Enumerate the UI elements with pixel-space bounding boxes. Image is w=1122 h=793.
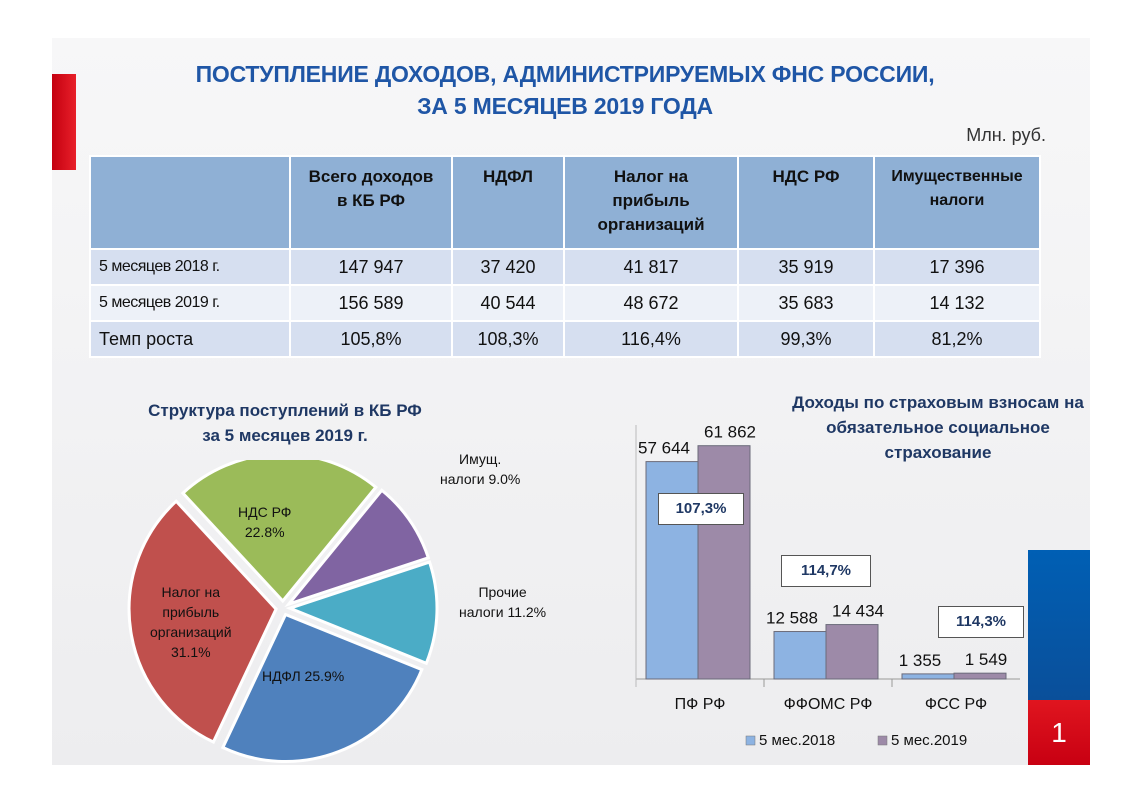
table-cell: 14 132 <box>873 284 1041 322</box>
growth-badge-fss: 114,3% <box>938 606 1024 638</box>
table-cell: 81,2% <box>873 320 1041 358</box>
table-row: 5 месяцев 2019 г. 156 589 40 544 48 672 … <box>89 284 1041 322</box>
bar-value-label: 1 549 <box>965 650 1008 669</box>
growth-badge-ffoms: 114,7% <box>781 555 871 587</box>
header-text: НДС РФ <box>772 167 840 186</box>
pie-chart-title: Структура поступлений в КБ РФ за 5 месяц… <box>120 398 450 448</box>
header-text: Всего доходов <box>308 167 434 186</box>
header-profit-tax: Налог на прибыль организаций <box>563 155 739 250</box>
table-row: 5 месяцев 2018 г. 147 947 37 420 41 817 … <box>89 248 1041 286</box>
pie-label-text: прибыль <box>162 604 220 620</box>
category-label: ПФ РФ <box>675 696 726 713</box>
header-text: в КБ РФ <box>336 191 406 210</box>
table-cell: 40 544 <box>451 284 565 322</box>
pie-label-text: налоги 9.0% <box>440 471 521 487</box>
header-text: Имущественные <box>891 168 1023 185</box>
page-number: 1 <box>1028 700 1090 765</box>
pie-label-text: налоги 11.2% <box>459 604 547 620</box>
table-cell: 48 672 <box>563 284 739 322</box>
pie-chart <box>127 460 439 763</box>
header-text: организаций <box>597 215 705 234</box>
table-cell: 99,3% <box>737 320 875 358</box>
bar-title-line-2: обязательное социальное <box>826 418 1050 437</box>
header-total-income: Всего доходов в КБ РФ <box>289 155 453 250</box>
row-label: 5 месяцев 2019 г. <box>89 284 291 322</box>
pie-label-text: НДФЛ 25.9% <box>262 668 345 684</box>
header-text: Налог на <box>613 167 689 186</box>
table-cell: 116,4% <box>563 320 739 358</box>
pie-title-line-2: за 5 месяцев 2019 г. <box>202 426 368 445</box>
pie-label-text: НДС РФ <box>238 504 292 520</box>
bar-chart-title: Доходы по страховым взносам на обязатель… <box>780 390 1096 465</box>
bar-fss-2019 <box>953 672 1007 680</box>
row-label: Темп роста <box>89 320 291 358</box>
page-title: ПОСТУПЛЕНИЕ ДОХОДОВ, АДМИНИСТРИРУЕМЫХ ФН… <box>110 58 1020 122</box>
pie-slice-profit-tax <box>127 499 278 745</box>
red-accent-bar <box>52 74 76 170</box>
pie-label-ndfl: НДФЛ 25.9% <box>262 666 344 686</box>
table-cell: 35 683 <box>737 284 875 322</box>
pie-label-other: Прочие налоги 11.2% <box>459 582 546 622</box>
table-cell: 17 396 <box>873 248 1041 286</box>
bar-value-label: 14 434 <box>832 602 884 621</box>
pie-label-text: Прочие <box>478 584 527 600</box>
category-label: ФФОМС РФ <box>784 696 873 713</box>
pie-slice-other <box>285 560 439 666</box>
pie-label-vat: НДС РФ 22.8% <box>238 502 291 542</box>
table-cell: 37 420 <box>451 248 565 286</box>
bar-value-label: 12 588 <box>766 609 818 628</box>
legend-swatch <box>745 735 756 746</box>
bar-title-line-1: Доходы по страховым взносам на <box>792 393 1084 412</box>
pie-label-text: 22.8% <box>244 524 285 540</box>
category-label: ФСС РФ <box>925 696 987 713</box>
bar-ffoms-2018 <box>773 631 827 680</box>
table-cell: 41 817 <box>563 248 739 286</box>
pie-label-profit-tax: Налог на прибыль организаций 31.1% <box>150 582 232 662</box>
table-header-row: Всего доходов в КБ РФ НДФЛ Налог на приб… <box>89 155 1041 250</box>
pie-slice-ndfl <box>220 612 424 763</box>
growth-badge-pf: 107,3% <box>658 493 744 525</box>
header-text: налоги <box>929 192 985 209</box>
header-text: НДФЛ <box>483 167 533 186</box>
bar-value-label: 61 862 <box>704 423 756 442</box>
pie-label-text: 31.1% <box>170 644 211 660</box>
pie-slice-vat <box>180 460 378 604</box>
row-label: 5 месяцев 2018 г. <box>89 248 291 286</box>
title-line-2: ЗА 5 МЕСЯЦЕВ 2019 ГОДА <box>417 93 713 119</box>
header-vat: НДС РФ <box>737 155 875 250</box>
pie-label-text: Имущ. <box>459 451 502 467</box>
pie-label-property: Имущ. налоги 9.0% <box>440 449 520 489</box>
pie-label-text: Налог на <box>161 584 221 600</box>
bar-ffoms-2019 <box>825 624 879 680</box>
table-cell: 108,3% <box>451 320 565 358</box>
bar-fss-2018 <box>901 673 955 680</box>
table-cell: 156 589 <box>289 284 453 322</box>
header-property-taxes: Имущественные налоги <box>873 155 1041 250</box>
header-text: прибыль <box>612 191 690 210</box>
pie-title-line-1: Структура поступлений в КБ РФ <box>148 401 422 420</box>
bar-title-line-3: страхование <box>884 443 992 462</box>
blue-accent-bar <box>1028 550 1090 700</box>
table-cell: 147 947 <box>289 248 453 286</box>
unit-label: Млн. руб. <box>966 125 1046 145</box>
legend-label: 5 мес.2018 <box>759 732 835 749</box>
revenue-table: Всего доходов в КБ РФ НДФЛ Налог на приб… <box>89 155 1041 358</box>
pie-slice-property <box>284 488 431 608</box>
table-row: Темп роста 105,8% 108,3% 116,4% 99,3% 81… <box>89 320 1041 358</box>
legend-label: 5 мес.2019 <box>891 732 967 749</box>
bar-chart: 57 644 61 862 ПФ РФ 12 588 14 434 ФФОМС РФ 1 3… <box>635 423 1020 749</box>
title-line-1: ПОСТУПЛЕНИЕ ДОХОДОВ, АДМИНИСТРИРУЕМЫХ ФН… <box>195 61 935 87</box>
bar-pf-2019 <box>697 445 751 680</box>
legend-swatch <box>877 735 888 746</box>
table-cell: 35 919 <box>737 248 875 286</box>
table-cell: 105,8% <box>289 320 453 358</box>
bar-value-label: 1 355 <box>899 651 942 670</box>
header-cell-empty <box>89 155 291 250</box>
pie-label-text: организаций <box>150 624 232 640</box>
bar-value-label: 57 644 <box>638 439 690 458</box>
header-ndfl: НДФЛ <box>451 155 565 250</box>
